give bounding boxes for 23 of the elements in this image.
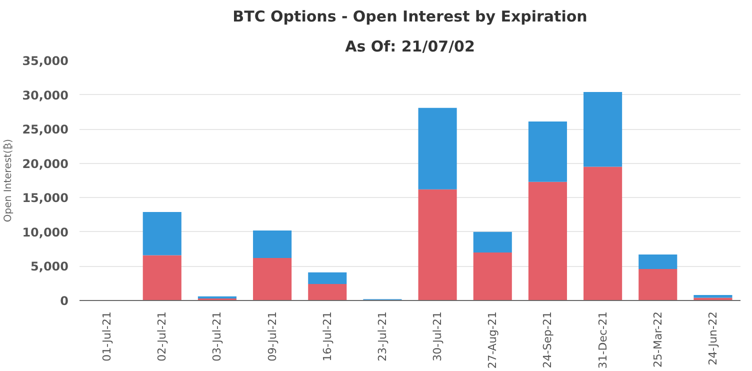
y-tick-label: 20,000	[22, 156, 69, 171]
y-tick-label: 35,000	[22, 54, 69, 68]
y-tick-label: 0	[60, 294, 69, 308]
x-tick-label: 02-Jul-21	[156, 311, 169, 362]
y-tick-label: 30,000	[22, 88, 69, 102]
x-tick-label: 25-Mar-22	[651, 312, 664, 368]
y-tick-label: 25,000	[22, 122, 69, 137]
chart-subtitle: As Of: 21/07/02	[345, 38, 475, 56]
y-tick-label: 10,000	[22, 225, 69, 240]
y-tick-label: 5,000	[30, 260, 69, 274]
y-tick-label: 15,000	[22, 191, 69, 206]
x-tick-label: 23-Jul-21	[376, 311, 389, 362]
x-tick-label: 30-Jul-21	[431, 311, 444, 362]
x-tick-label: 03-Jul-21	[210, 311, 224, 362]
x-tick-label: 27-Aug-21	[486, 312, 500, 369]
x-tick-label: 01-Jul-21	[100, 311, 114, 362]
x-tick-label: 24-Sep-21	[541, 311, 554, 368]
x-tick-label: 31-Dec-21	[596, 312, 610, 369]
x-tick-label: 24-Jun-22	[706, 312, 720, 366]
chart-title: BTC Options - Open Interest by Expiration	[232, 8, 588, 26]
x-tick-label: 09-Jul-21	[266, 311, 279, 362]
y-axis-title: Open Interest(₿)	[3, 138, 14, 222]
x-tick-label: 16-Jul-21	[320, 311, 334, 362]
